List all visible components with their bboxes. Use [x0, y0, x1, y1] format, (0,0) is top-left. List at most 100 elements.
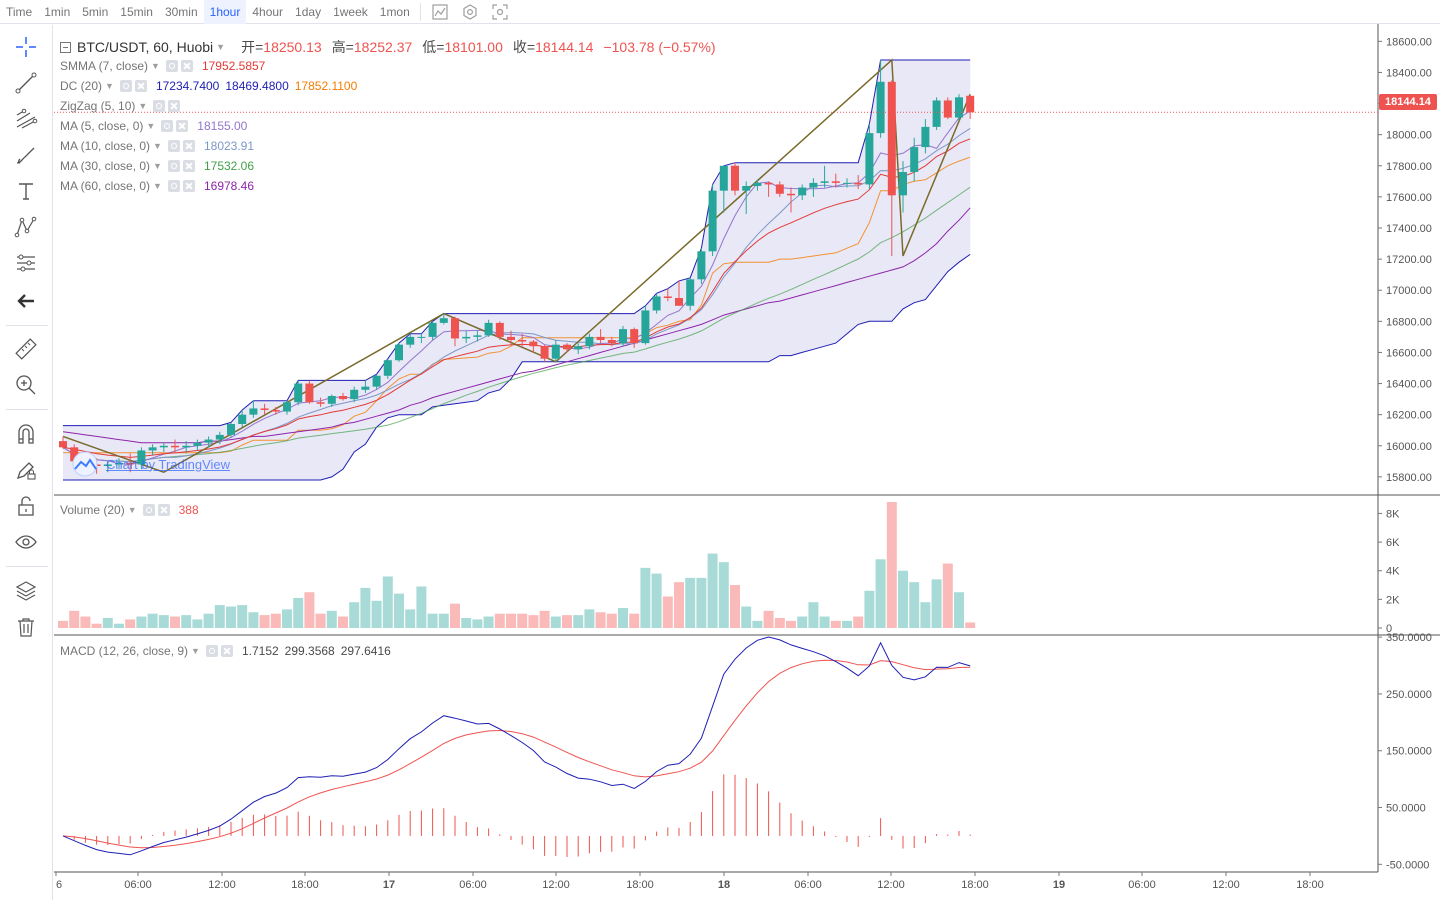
chevron-down-icon[interactable]: ▼ [138, 101, 148, 111]
close-icon[interactable] [182, 160, 195, 172]
volume-bar [483, 616, 494, 628]
close-icon[interactable] [157, 504, 170, 516]
candle-body [820, 181, 829, 183]
brush-icon[interactable] [12, 141, 40, 169]
candle-body [843, 182, 851, 184]
settings-icon[interactable] [161, 120, 174, 132]
candle-body [462, 336, 471, 339]
macd-value-hist: 1.7152 [241, 644, 279, 658]
volume-bar [80, 616, 91, 628]
settings-icon[interactable] [142, 504, 155, 516]
price-tick-label: 17600.00 [1386, 192, 1432, 204]
volume-bar [774, 617, 785, 628]
ruler-icon[interactable] [12, 335, 40, 363]
chevron-down-icon[interactable]: ▼ [153, 141, 162, 151]
candle-body [775, 184, 784, 194]
macd-signal-line [62, 659, 971, 849]
watermark-text[interactable]: Chart by TradingView [106, 456, 231, 472]
settings-icon[interactable] [153, 100, 166, 112]
indicator-name[interactable]: MA (30, close, 0) [60, 159, 151, 173]
toolbar-divider [6, 409, 48, 410]
timeframe-1mon[interactable]: 1mon [379, 4, 410, 19]
magnet-icon[interactable] [12, 420, 40, 448]
lock-drawing-icon[interactable] [12, 456, 40, 484]
time-tick-label: 06:00 [124, 879, 152, 891]
chart-type-icon[interactable] [428, 1, 452, 23]
eye-icon[interactable] [12, 528, 40, 556]
volume-bar [842, 620, 852, 628]
settings-icon[interactable] [167, 180, 180, 192]
close-icon[interactable] [168, 100, 181, 112]
layers-icon[interactable] [12, 577, 40, 605]
close-icon[interactable] [176, 120, 189, 132]
symbol-title[interactable]: BTC/USDT, 60, Huobi [77, 39, 214, 55]
timeframe-4hour[interactable]: 4hour [252, 4, 284, 19]
close-icon[interactable] [134, 80, 147, 92]
indicator-value: 18155.00 [197, 119, 248, 133]
close-icon[interactable] [220, 645, 233, 657]
tradingview-watermark[interactable]: Chart by TradingView [70, 451, 230, 477]
candle-body [327, 396, 336, 404]
timeframe-time[interactable]: Time [6, 4, 33, 19]
volume-bar [506, 613, 516, 628]
chevron-down-icon[interactable]: ▼ [127, 505, 137, 515]
zigzag-line [62, 58, 971, 474]
prediction-icon[interactable] [12, 249, 40, 277]
chevron-down-icon[interactable]: ▼ [151, 61, 160, 71]
close-icon[interactable] [180, 60, 193, 72]
settings-icon[interactable] [458, 1, 482, 23]
timeframe-15min[interactable]: 15min [120, 4, 153, 19]
indicator-name[interactable]: ZigZag (5, 10) [60, 99, 136, 113]
chevron-down-icon[interactable]: ▼ [153, 181, 162, 191]
text-icon[interactable] [12, 177, 40, 205]
trash-icon[interactable] [12, 613, 40, 641]
settings-icon[interactable] [119, 80, 132, 92]
chevron-down-icon[interactable]: ▼ [191, 646, 200, 656]
indicator-name[interactable]: MA (60, close, 0) [60, 179, 151, 193]
candle-body [708, 190, 717, 252]
settings-icon[interactable] [165, 60, 178, 72]
timeframe-30min[interactable]: 30min [164, 4, 198, 19]
collapse-icon[interactable] [60, 41, 71, 53]
pattern-icon[interactable] [12, 213, 40, 241]
trend-line-icon[interactable] [12, 69, 40, 97]
timeframe-1day[interactable]: 1day [295, 4, 322, 19]
zoom-in-icon[interactable] [12, 371, 40, 399]
current-price-label: 18144.14 [1379, 94, 1437, 110]
fib-icon[interactable] [12, 105, 40, 133]
macd-legend-name[interactable]: MACD (12, 26, close, 9) [60, 644, 189, 658]
timeframe-1hour[interactable]: 1hour [203, 0, 247, 24]
screenshot-icon[interactable] [488, 1, 512, 23]
timeframe-1min[interactable]: 1min [44, 4, 71, 19]
crosshair-icon[interactable] [12, 33, 40, 61]
indicator-value: 18469.4800 [225, 79, 289, 93]
back-arrow-icon[interactable] [12, 287, 40, 315]
indicator-name[interactable]: MA (10, close, 0) [60, 139, 151, 153]
candle-body [59, 441, 67, 448]
chart-canvas[interactable]: 15800.00 16000.00 16200.00 16400.00 16600.00… [54, 24, 1440, 900]
volume-bar [394, 593, 404, 628]
volume-bar [405, 609, 416, 628]
candle-body [607, 340, 616, 344]
chevron-down-icon[interactable]: ▼ [146, 121, 156, 131]
low-label: 低= [422, 39, 445, 55]
volume-legend-name[interactable]: Volume (20) [60, 503, 125, 517]
settings-icon[interactable] [167, 140, 180, 152]
indicator-name[interactable]: DC (20) [60, 79, 103, 93]
chevron-down-icon[interactable]: ▼ [153, 161, 162, 171]
indicator-name[interactable]: SMMA (7, close) [60, 59, 149, 73]
chevron-down-icon[interactable]: ▼ [105, 81, 114, 91]
timeframe-1week[interactable]: 1week [333, 4, 368, 19]
chevron-down-icon[interactable]: ▼ [216, 42, 226, 52]
price-tick-label: 17000.00 [1386, 285, 1432, 297]
open-label: 开= [241, 39, 264, 55]
candle-body [395, 344, 403, 361]
volume-bar [181, 615, 192, 628]
settings-icon[interactable] [205, 645, 218, 657]
indicator-name[interactable]: MA (5, close, 0) [60, 119, 144, 133]
unlock-icon[interactable] [12, 492, 40, 520]
timeframe-5min[interactable]: 5min [82, 4, 109, 19]
settings-icon[interactable] [167, 160, 180, 172]
close-icon[interactable] [182, 140, 195, 152]
close-icon[interactable] [182, 180, 195, 192]
